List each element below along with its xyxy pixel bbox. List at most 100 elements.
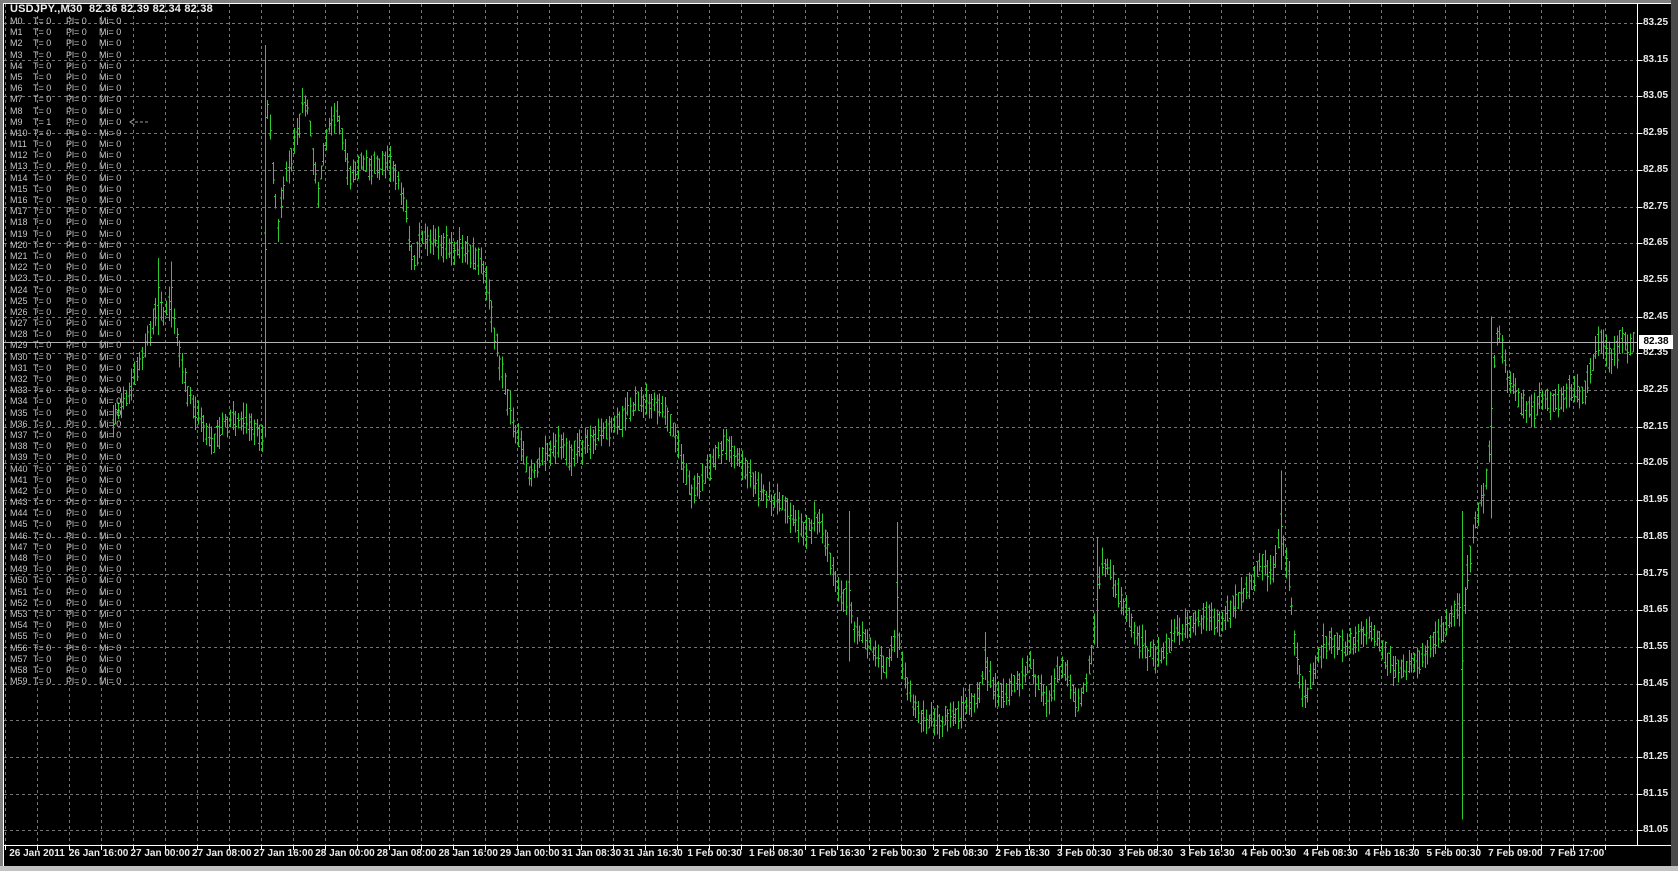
trades-count: T= 0 [33, 183, 52, 194]
trades-count: T= 0 [33, 631, 52, 642]
profit-count: Pl= 0 [66, 597, 87, 608]
price-bars [111, 45, 1636, 820]
indicator-row: M16 T= 0 Pl= 0 Mi= 0 [10, 195, 149, 206]
row-label: M6 [10, 83, 23, 94]
profit-count: Pl= 0 [66, 273, 87, 284]
indicator-row: M52 T= 0 Pl= 0 Mi= 0 [10, 598, 149, 609]
trades-count: T= 0 [33, 318, 52, 329]
indicator-row: M32 T= 0 Pl= 0 Mi= 0 [10, 374, 149, 385]
row-label: M26 [10, 306, 28, 317]
indicator-row: M40 T= 0 Pl= 0 Mi= 0 [10, 464, 149, 475]
indicator-row: M23 T= 0 Pl= 0 Mi= 0 [10, 273, 149, 284]
indicator-row: M36 T= 0 Pl= 0 Mi= 0 [10, 419, 149, 430]
profit-count: Pl= 0 [66, 27, 87, 38]
profit-count: Pl= 0 [66, 139, 87, 150]
row-label: M37 [10, 429, 28, 440]
indicator-row: M19 T= 0 Pl= 0 Mi= 0 [10, 229, 149, 240]
trades-count: T= 0 [33, 497, 52, 508]
row-label: M31 [10, 362, 28, 373]
row-label: M55 [10, 631, 28, 642]
trades-count: T= 0 [33, 250, 52, 261]
indicator-row: M25 T= 0 Pl= 0 Mi= 0 [10, 296, 149, 307]
trades-count: T= 0 [33, 396, 52, 407]
minutes-count: Mi= 0 [99, 83, 122, 94]
row-label: M5 [10, 71, 23, 82]
trades-count: T= 0 [33, 60, 52, 71]
trades-count: T= 0 [33, 228, 52, 239]
trades-count: T= 0 [33, 407, 52, 418]
row-label: M42 [10, 485, 28, 496]
trades-count: T= 0 [33, 127, 52, 138]
indicator-row: M22 T= 0 Pl= 0 Mi= 0 [10, 262, 149, 273]
profit-count: Pl= 0 [66, 127, 87, 138]
indicator-row: M56 T= 0 Pl= 0 Mi= 0 [10, 643, 149, 654]
trades-count: T= 0 [33, 374, 52, 384]
minutes-count: Mi= 0 [99, 374, 122, 384]
profit-count: Pl= 0 [66, 250, 87, 261]
indicator-row: M29 T= 0 Pl= 0 Mi= 0 [10, 340, 149, 351]
indicator-overlay: M0 T= 0 Pl= 0 Mi= 0 M1 T= 0 Pl= 0 Mi= 0 M2 T= 0 Pl… [10, 16, 149, 687]
row-label: M9 [10, 116, 23, 127]
indicator-row: M53 T= 0 Pl= 0 Mi= 0 [10, 609, 149, 620]
minutes-count: Mi= 0 [99, 441, 122, 452]
indicator-row: M35 T= 0 Pl= 0 Mi= 0 [10, 408, 149, 419]
trades-count: T= 0 [33, 541, 52, 552]
profit-count: Pl= 0 [66, 452, 87, 463]
indicator-row: M12 T= 0 Pl= 0 Mi= 0 [10, 150, 149, 161]
profit-count: Pl= 0 [66, 429, 87, 440]
profit-count: Pl= 0 [66, 306, 87, 317]
row-label: M48 [10, 553, 28, 563]
row-label: M30 [10, 351, 28, 362]
indicator-row: M20 T= 0 Pl= 0 Mi= 0 [10, 240, 149, 251]
trades-count: T= 0 [33, 139, 52, 150]
indicator-row: M1 T= 0 Pl= 0 Mi= 0 [10, 27, 149, 38]
profit-count: Pl= 0 [66, 474, 87, 485]
row-label: M57 [10, 653, 28, 664]
profit-count: Pl= 0 [66, 676, 87, 687]
indicator-row: M7 T= 0 Pl= 0 Mi= 0 [10, 94, 149, 105]
profit-count: Pl= 0 [66, 60, 87, 71]
indicator-row: M38 T= 0 Pl= 0 Mi= 0 [10, 441, 149, 452]
frame-left [0, 0, 3, 871]
row-label: M15 [10, 183, 28, 194]
profit-count: Pl= 0 [66, 608, 87, 619]
trades-count: T= 0 [33, 105, 52, 116]
minutes-count: Mi= 0 [99, 620, 122, 631]
minutes-count: Mi= 0 [99, 228, 122, 239]
indicator-row: M42 T= 0 Pl= 0 Mi= 0 [10, 486, 149, 497]
minutes-count: Mi= 0 [99, 664, 122, 675]
row-label: M41 [10, 474, 28, 485]
minutes-count: Mi= 0 [99, 642, 122, 653]
indicator-row: M43 T= 0 Pl= 0 Mi= 0 [10, 497, 149, 508]
indicator-row: M50 T= 0 Pl= 0 Mi= 0 [10, 575, 149, 586]
profit-count: Pl= 0 [66, 239, 87, 250]
row-label: M44 [10, 508, 28, 519]
trades-count: T= 0 [33, 664, 52, 675]
minutes-count: Mi= 0 [99, 150, 122, 161]
separator-lines [3, 3, 1671, 867]
row-label: M39 [10, 452, 28, 463]
trades-count: T= 0 [33, 351, 52, 362]
profit-count: Pl= 0 [66, 71, 87, 82]
minutes-count: Mi= 0 [99, 452, 122, 463]
indicator-row: M2 T= 0 Pl= 0 Mi= 0 [10, 38, 149, 49]
trades-count: T= 0 [33, 463, 52, 474]
trades-count: T= 0 [33, 94, 52, 105]
trades-count: T= 0 [33, 530, 52, 541]
grid-lines [4, 4, 1637, 845]
profit-count: Pl= 0 [66, 172, 87, 183]
trades-count: T= 0 [33, 553, 52, 563]
minutes-count: Mi= 0 [99, 541, 122, 552]
profit-count: Pl= 0 [66, 385, 87, 396]
profit-count: Pl= 0 [66, 206, 87, 217]
minutes-count: Mi= 0 [99, 553, 122, 563]
trades-count: T= 0 [33, 38, 52, 49]
indicator-row: M5 T= 0 Pl= 0 Mi= 0 [10, 72, 149, 83]
indicator-row: M31 T= 0 Pl= 0 Mi= 0 [10, 363, 149, 374]
trades-count: T= 0 [33, 172, 52, 183]
trades-count: T= 0 [33, 653, 52, 664]
minutes-count: Mi= 0 [99, 60, 122, 71]
indicator-row: M28 T= 0 Pl= 0 Mi= 0 [10, 329, 149, 340]
